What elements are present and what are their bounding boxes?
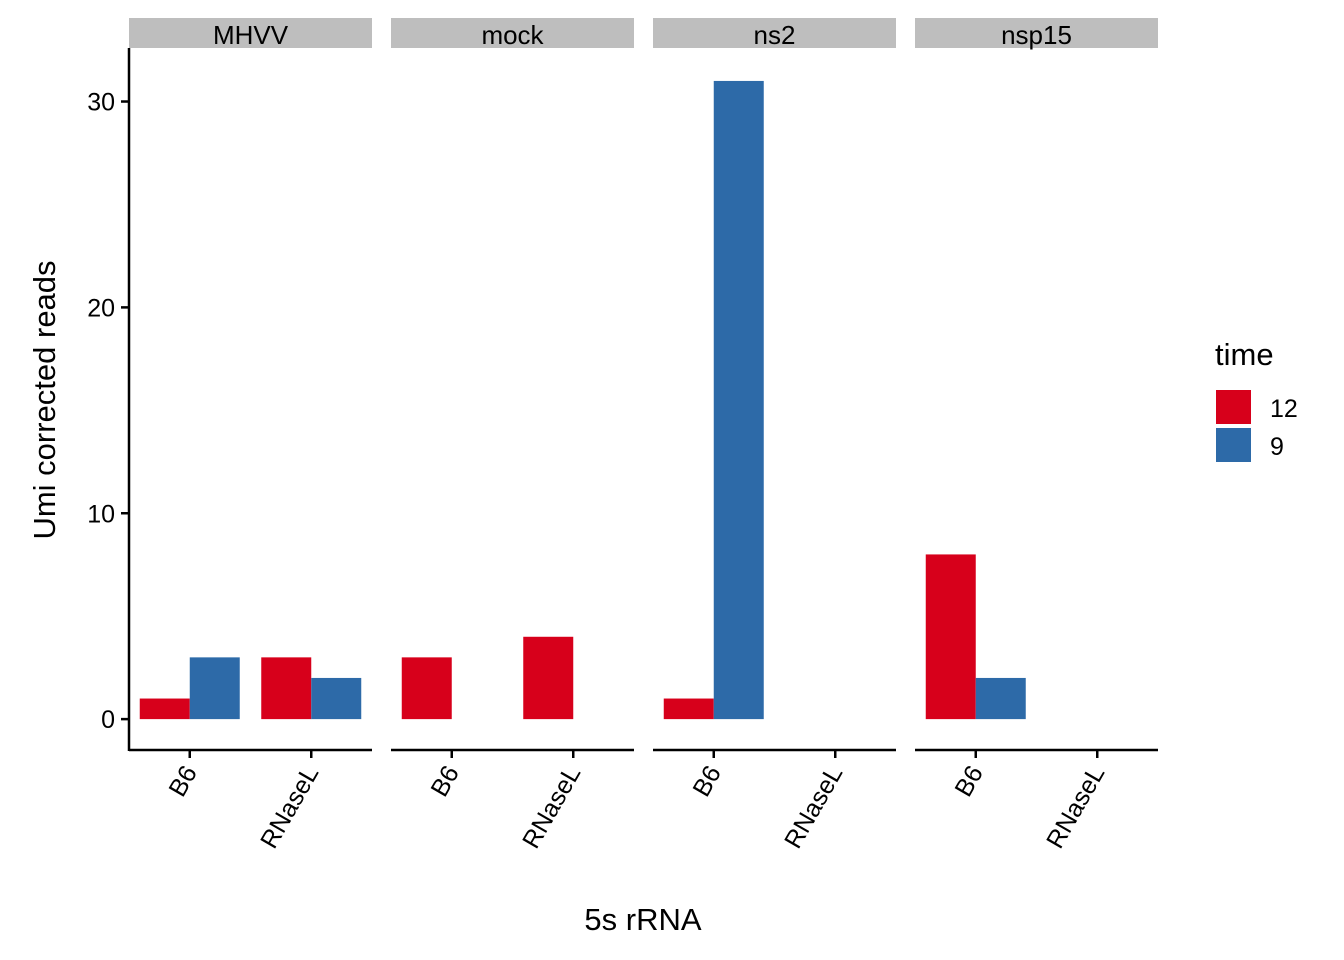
bar-MHVV-RNaseL-t12 xyxy=(261,657,312,720)
legend-swatch-12 xyxy=(1216,390,1251,424)
y-tick-label: 20 xyxy=(87,294,115,322)
y-tick-label: 10 xyxy=(87,500,115,528)
legend: time 129 xyxy=(1215,337,1298,462)
facet-strip xyxy=(653,18,896,48)
y-tick-label: 0 xyxy=(101,706,115,734)
facet-strip xyxy=(129,18,372,48)
legend-label-9: 9 xyxy=(1270,433,1284,461)
legend-items: 129 xyxy=(1216,390,1298,462)
x-tick-label: B6 xyxy=(949,761,989,801)
legend-swatch-9 xyxy=(1216,428,1251,462)
bar-MHVV-RNaseL-t9 xyxy=(311,677,362,720)
legend-label-12: 12 xyxy=(1270,395,1298,423)
bar-nsp15-B6-t12 xyxy=(925,554,976,720)
x-tick-label: RNaseL xyxy=(779,761,848,853)
bar-MHVV-B6-t9 xyxy=(189,657,240,720)
facet-strip xyxy=(915,18,1158,48)
facet-strip-label: mock xyxy=(481,20,544,50)
bar-mock-RNaseL-t12 xyxy=(523,636,574,720)
facet-strip-label: nsp15 xyxy=(1001,20,1072,50)
y-tick-label: 30 xyxy=(87,89,115,117)
bar-ns2-B6-t9 xyxy=(713,80,764,720)
x-tick-label: B6 xyxy=(425,761,465,801)
y-axis: 0 10 20 30 xyxy=(87,48,131,751)
bar-nsp15-B6-t9 xyxy=(975,677,1026,720)
x-axis-title: 5s rRNA xyxy=(584,902,701,937)
x-tick-label: B6 xyxy=(163,761,203,801)
y-axis-title: Umi corrected reads xyxy=(27,260,62,539)
panel-MHVV: MHVV B6 RNaseL xyxy=(129,18,372,853)
bar-ns2-B6-t12 xyxy=(663,698,714,720)
x-tick-label: RNaseL xyxy=(517,761,586,853)
facet-strip xyxy=(391,18,634,48)
panel-nsp15: nsp15 B6 RNaseL xyxy=(915,18,1158,853)
legend-title: time xyxy=(1215,337,1274,372)
facet-strip-label: ns2 xyxy=(754,20,796,50)
x-tick-label: RNaseL xyxy=(255,761,324,853)
panel-ns2: ns2 B6 RNaseL xyxy=(653,18,896,853)
x-tick-label: B6 xyxy=(687,761,727,801)
x-tick-label: RNaseL xyxy=(1041,761,1110,853)
facet-strip-label: MHVV xyxy=(213,20,289,50)
bar-mock-B6-t12 xyxy=(401,657,452,720)
panel-mock: mock B6 RNaseL xyxy=(391,18,634,853)
bar-MHVV-B6-t12 xyxy=(139,698,190,720)
